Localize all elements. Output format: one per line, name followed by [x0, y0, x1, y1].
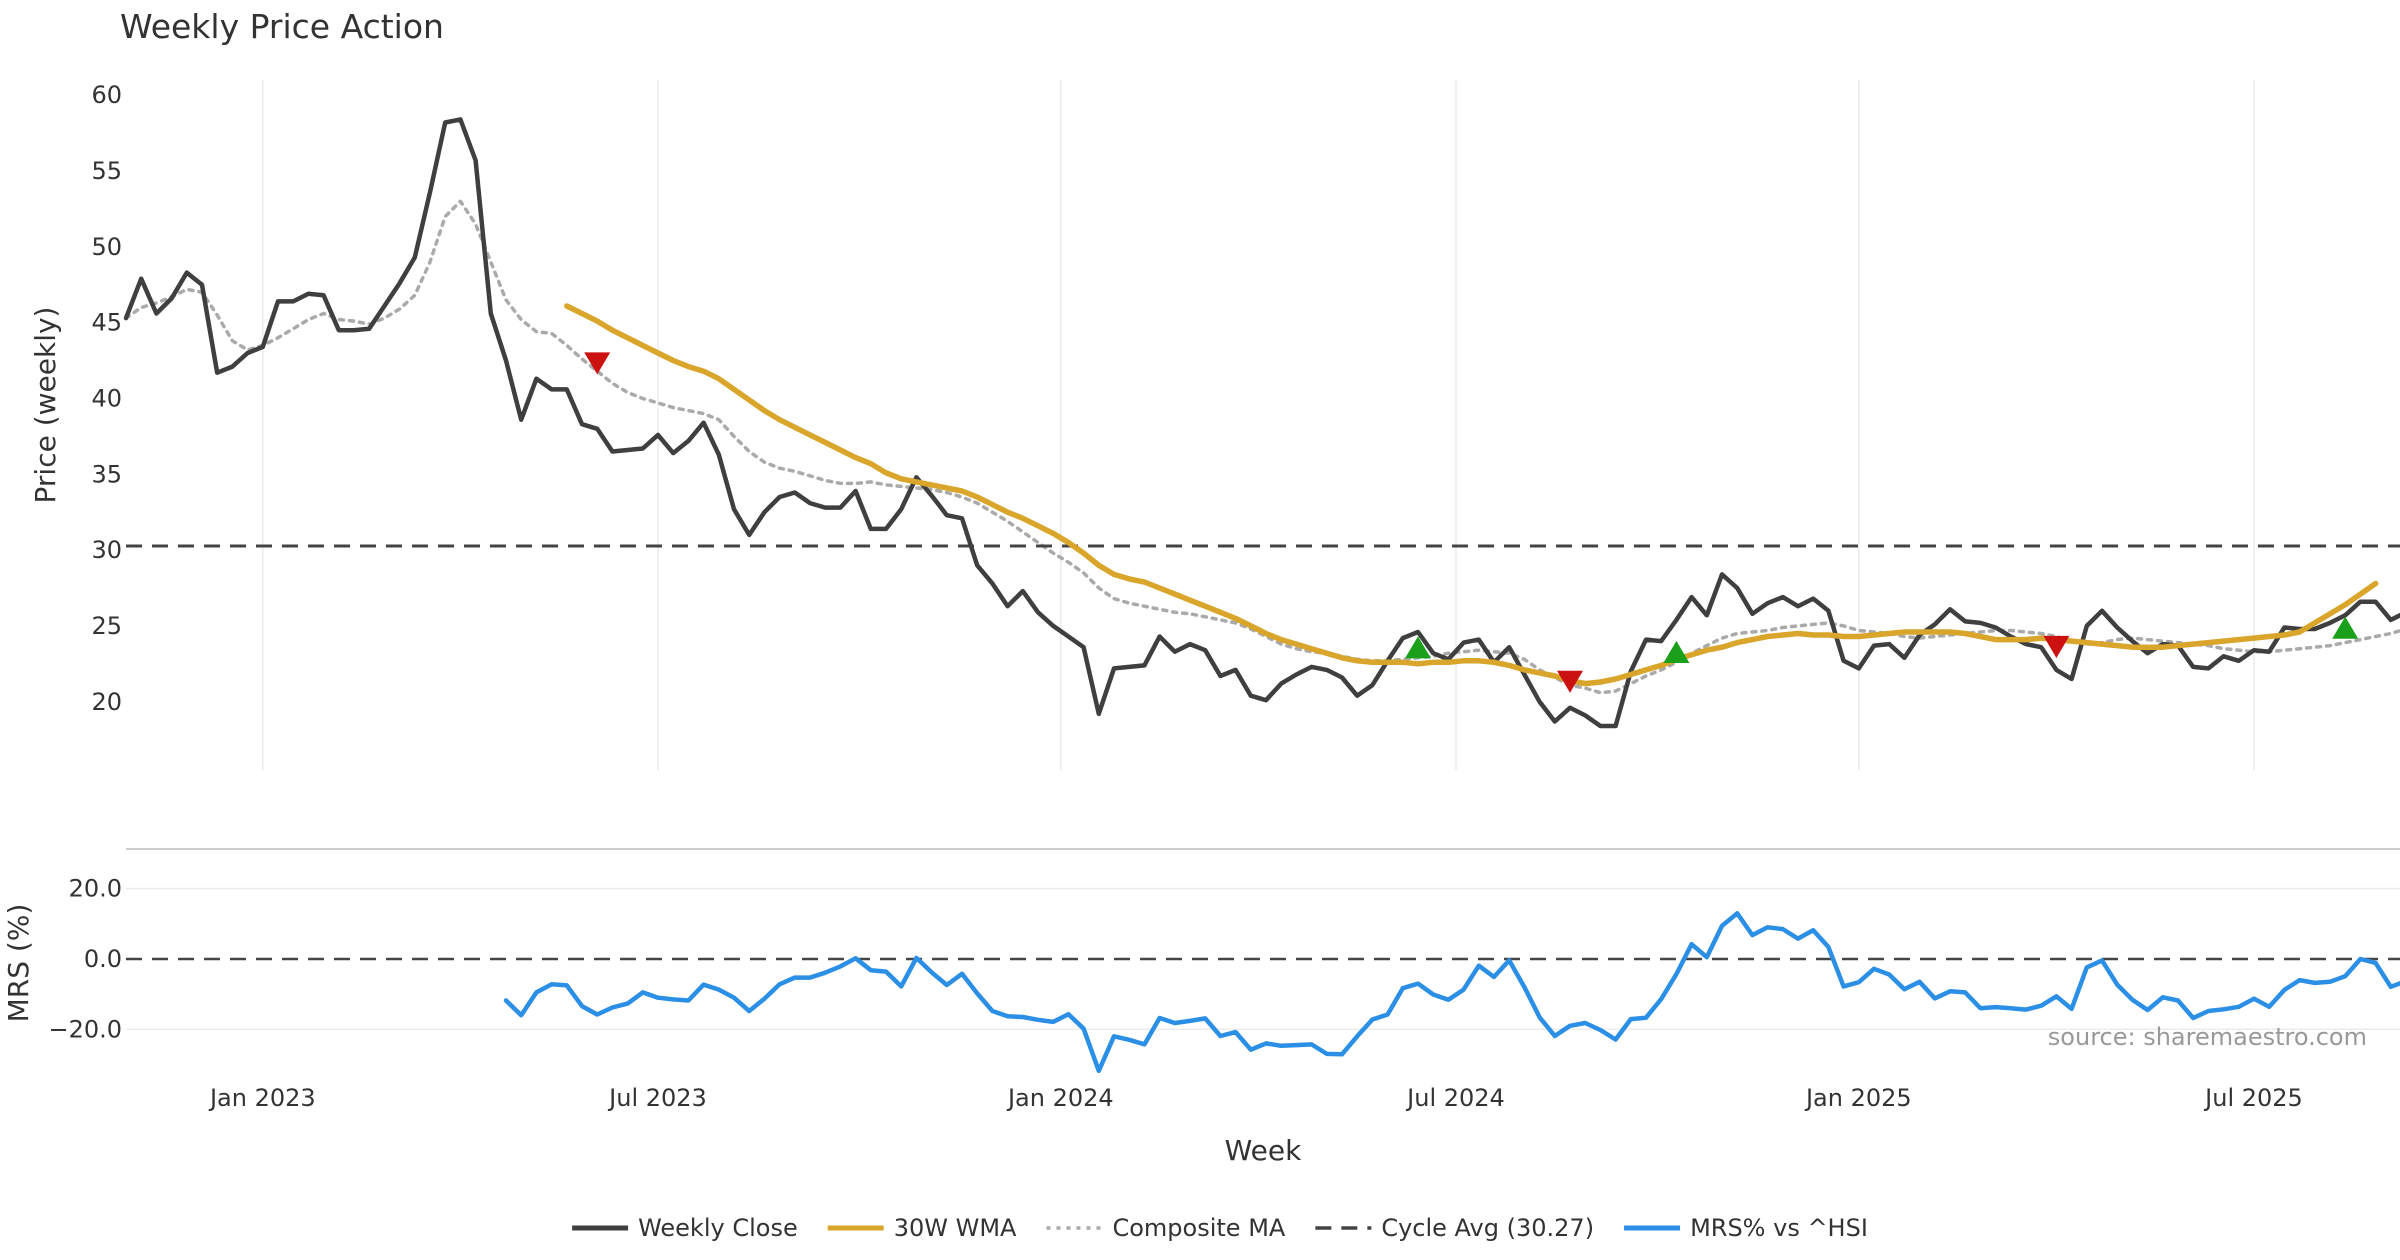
x-tick-label: Jan 2024: [1006, 1084, 1114, 1112]
sell-signal-marker: [1557, 670, 1583, 693]
legend-label: Weekly Close: [638, 1214, 798, 1242]
x-tick-label: Jul 2025: [2203, 1084, 2303, 1112]
price-y-ticks: 20 25 30 35 40 45 50 55 60: [91, 81, 122, 716]
signal-markers: [584, 352, 2359, 693]
legend-label: Composite MA: [1112, 1214, 1285, 1242]
30w-wma-line: [564, 303, 2379, 687]
source-note: source: sharemaestro.com: [2048, 1023, 2367, 1051]
legend: Weekly Close 30W WMA Composite MA Cycle Avg…: [572, 1214, 1868, 1242]
price-grid: [262, 80, 2255, 770]
sell-signal-marker: [584, 352, 611, 375]
price-y-tick-label: 20: [91, 688, 122, 716]
buy-signal-marker: [2332, 616, 2359, 639]
mrs-y-tick-label: 0.0: [84, 945, 122, 973]
composite-ma-line: [124, 199, 2400, 695]
chart-title: Weekly Price Action: [120, 7, 444, 46]
price-y-tick-label: 35: [91, 460, 122, 488]
mrs-y-tick-label: −20.0: [48, 1015, 122, 1043]
mrs-y-axis-title: MRS (%): [2, 904, 35, 1023]
x-tick-label: Jan 2025: [1804, 1084, 1912, 1112]
price-y-tick-label: 55: [91, 157, 122, 185]
price-y-tick-label: 50: [91, 233, 122, 261]
legend-label: Cycle Avg (30.27): [1381, 1214, 1594, 1242]
mrs-series: [126, 911, 2400, 1074]
price-y-tick-label: 45: [91, 309, 122, 337]
buy-signal-marker: [1405, 636, 1431, 659]
x-axis-title: Week: [1225, 1134, 1302, 1167]
legend-label: MRS% vs ^HSI: [1690, 1214, 1868, 1242]
mrs-line: [503, 911, 2400, 1074]
weekly-close-line: [123, 117, 2400, 729]
legend-label: 30W WMA: [894, 1214, 1017, 1242]
x-tick-label: Jan 2023: [208, 1084, 316, 1112]
price-series: [123, 117, 2400, 729]
price-y-tick-label: 40: [91, 384, 122, 412]
mrs-y-tick-label: 20.0: [69, 875, 122, 903]
x-tick-label: Jul 2023: [607, 1084, 707, 1112]
buy-signal-marker: [1663, 640, 1690, 663]
mrs-y-ticks: 20.0 0.0 −20.0: [48, 875, 122, 1044]
price-y-tick-label: 30: [91, 536, 122, 564]
price-y-tick-label: 60: [91, 81, 122, 109]
price-y-tick-label: 25: [91, 612, 122, 640]
x-tick-label: Jul 2024: [1405, 1084, 1505, 1112]
x-ticks: Jan 2023 Jul 2023 Jan 2024 Jul 2024 Jan 2025…: [208, 1084, 2303, 1112]
price-y-axis-title: Price (weekly): [29, 307, 62, 504]
sell-signal-marker: [2043, 635, 2070, 658]
mrs-grid: [126, 887, 2400, 1031]
